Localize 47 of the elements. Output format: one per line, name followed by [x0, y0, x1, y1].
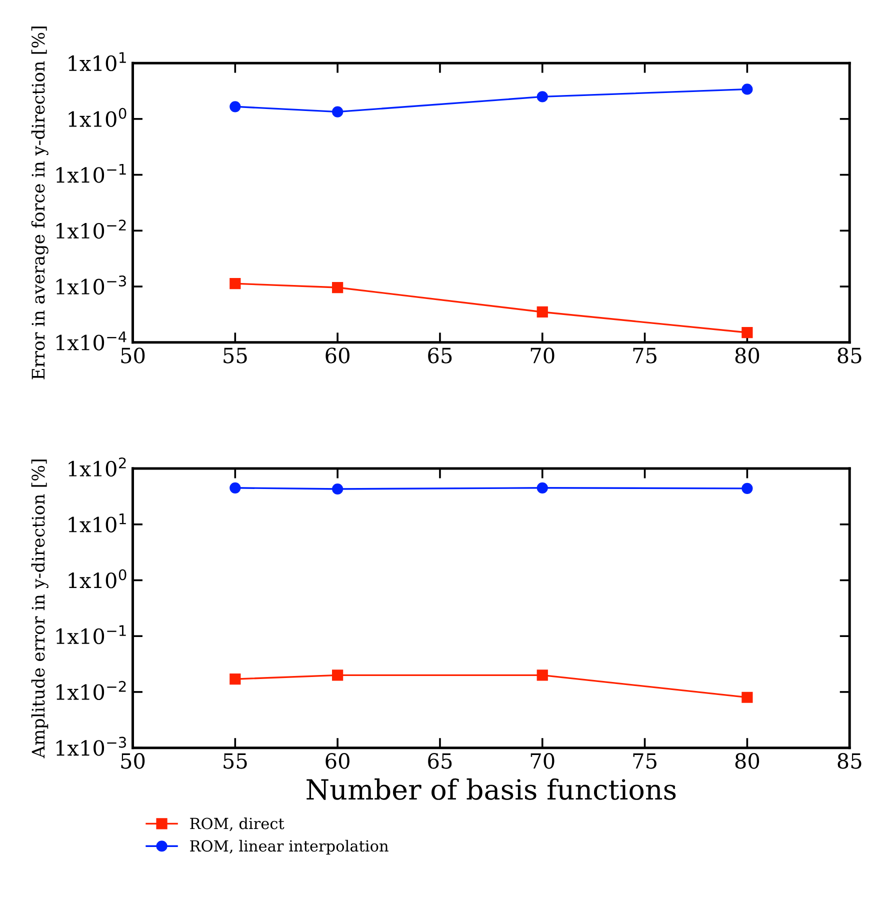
point [332, 106, 344, 118]
point [230, 674, 241, 685]
point [230, 482, 241, 494]
x-tick-label: 70 [530, 753, 554, 769]
y-tick-label: 1x10$^{1}$ [68, 52, 126, 72]
point [536, 482, 548, 494]
x-tick-label: 50 [121, 348, 145, 364]
x-tick-label: 50 [121, 753, 145, 769]
point [742, 692, 753, 703]
y-tick-label: 1x10$^{2}$ [68, 457, 126, 477]
x-tick-label: 60 [326, 753, 350, 769]
x-tick-label: 85 [838, 753, 862, 769]
x-tick-label: 80 [735, 753, 760, 769]
point [536, 91, 548, 102]
legend-label: ROM, linear interpolation [190, 840, 388, 855]
x-tick-label: 80 [735, 348, 760, 364]
x-tick-label: 75 [633, 348, 656, 364]
point [332, 670, 344, 681]
y-axis-title: Error in average force in y-direction [%] [31, 26, 48, 380]
point [230, 101, 241, 112]
y-tick-label: 1x10$^{−1}$ [56, 164, 126, 183]
y-axis-title: Amplitude error in y-direction [%] [31, 460, 48, 758]
point [536, 306, 548, 318]
y-tick-label: 1x10$^{0}$ [68, 569, 126, 588]
x-tick-label: 65 [428, 753, 452, 769]
x-tick-label: 65 [428, 348, 452, 364]
point [742, 326, 753, 338]
y-tick-label: 1x10$^{−1}$ [56, 625, 126, 644]
y-tick-label: 1x10$^{1}$ [68, 514, 126, 532]
point [536, 670, 548, 681]
y-tick-label: 1x10$^{−2}$ [56, 220, 126, 239]
point [332, 282, 344, 294]
x-tick-label: 55 [224, 753, 247, 769]
x-tick-label: 75 [633, 753, 656, 769]
x-axis-title: Number of basis functions [306, 778, 676, 800]
x-tick-label: 70 [530, 348, 554, 364]
x-tick-label: 85 [838, 348, 862, 364]
point [230, 278, 241, 290]
point [742, 84, 753, 95]
point [332, 483, 344, 495]
legend-label: ROM, direct [190, 817, 284, 832]
x-tick-label: 55 [224, 348, 247, 364]
y-tick-label: 1x10$^{−2}$ [56, 680, 126, 700]
y-tick-label: 1x10$^{−3}$ [56, 275, 126, 295]
x-tick-label: 60 [326, 348, 350, 364]
point [742, 482, 753, 494]
y-tick-label: 1x10$^{0}$ [68, 108, 126, 127]
